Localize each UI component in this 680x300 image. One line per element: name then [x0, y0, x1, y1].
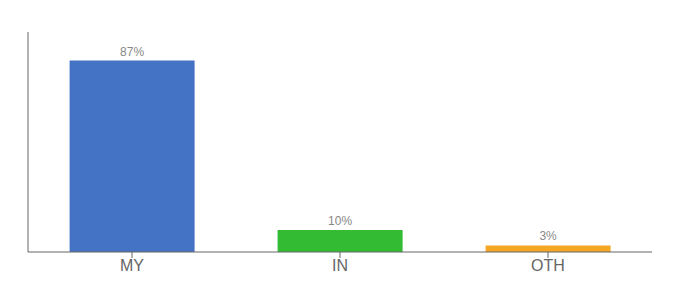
svg-text:IN: IN — [332, 257, 348, 274]
svg-text:OTH: OTH — [531, 257, 565, 274]
svg-text:MY: MY — [120, 257, 144, 274]
svg-text:10%: 10% — [328, 214, 352, 228]
svg-text:3%: 3% — [539, 229, 557, 243]
svg-text:87%: 87% — [120, 45, 144, 59]
